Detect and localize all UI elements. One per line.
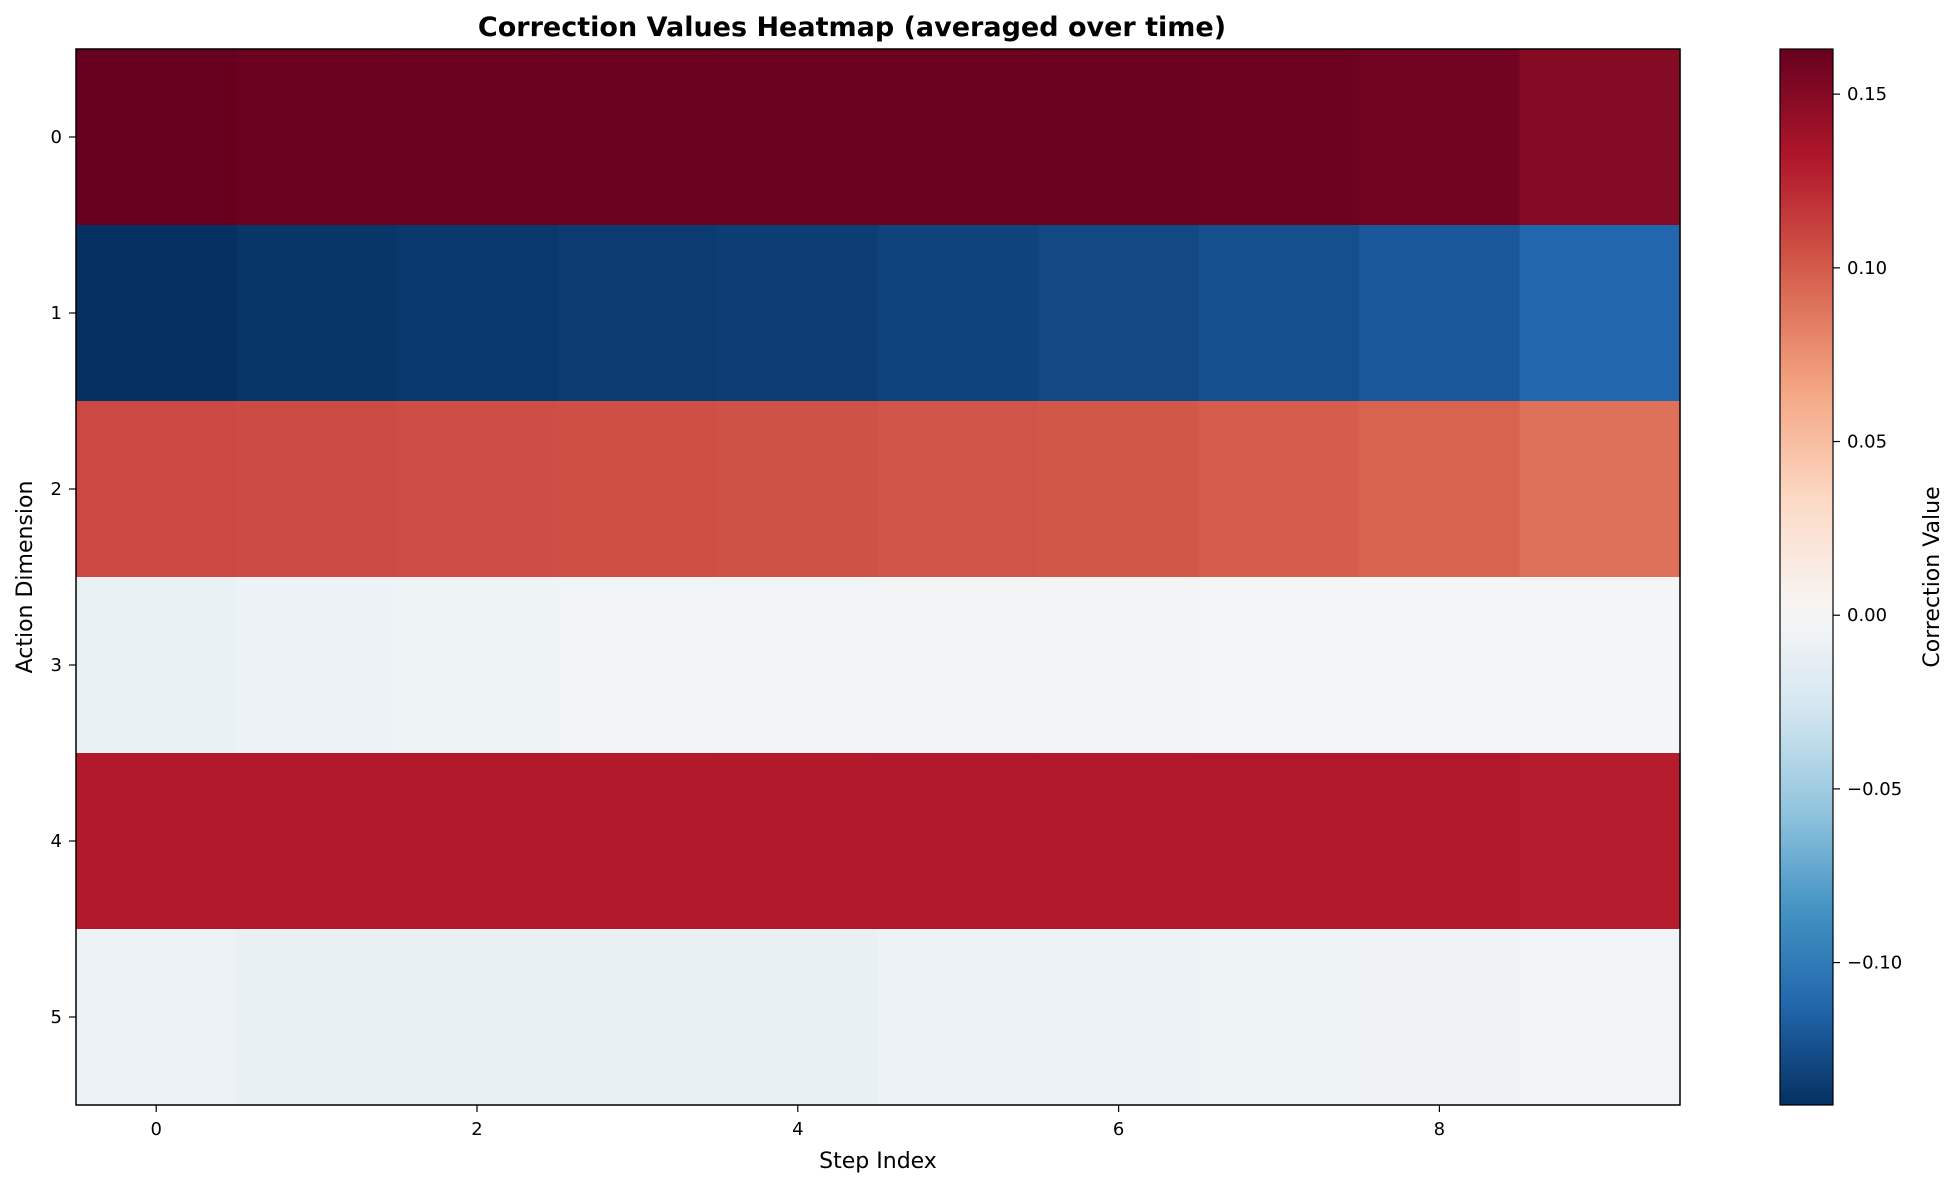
chart-title: Correction Values Heatmap (averaged over… bbox=[478, 12, 1226, 43]
heatmap-cell-r2-c3 bbox=[557, 401, 719, 578]
heatmap-cell-r1-c1 bbox=[236, 225, 398, 402]
heatmap-cell-r5-c8 bbox=[1359, 929, 1521, 1106]
colorbar-tick-label: 0.15 bbox=[1847, 84, 1887, 105]
heatmap-cell-r1-c2 bbox=[396, 225, 558, 402]
heatmap-cell-r4-c2 bbox=[396, 753, 558, 930]
heatmap-cell-r3-c1 bbox=[236, 577, 398, 754]
colorbar-ticks: 0.15 0.10 0.05 0.00 −0.05 −0.10 bbox=[1833, 84, 1902, 974]
heatmap-cell-r1-c0 bbox=[76, 225, 237, 402]
heatmap-cell-r1-c4 bbox=[717, 225, 879, 402]
y-tick-label: 2 bbox=[51, 479, 62, 500]
heatmap-cell-r5-c1 bbox=[236, 929, 398, 1106]
heatmap-cell-r0-c1 bbox=[236, 49, 398, 226]
heatmap-cell-r4-c7 bbox=[1198, 753, 1360, 930]
heatmap-cell-r2-c6 bbox=[1038, 401, 1200, 578]
x-axis-ticks: 0 2 4 6 8 bbox=[150, 1105, 1445, 1140]
x-axis-label: Step Index bbox=[819, 1149, 937, 1174]
y-tick-label: 5 bbox=[51, 1007, 62, 1028]
heatmap-cell-r4-c6 bbox=[1038, 753, 1200, 930]
heatmap-cell-r5-c0 bbox=[76, 929, 237, 1106]
heatmap-cell-r0-c3 bbox=[557, 49, 719, 226]
y-tick-label: 3 bbox=[51, 655, 62, 676]
heatmap-cell-r3-c0 bbox=[76, 577, 237, 754]
heatmap-cell-r5-c4 bbox=[717, 929, 879, 1106]
heatmap-cell-r3-c8 bbox=[1359, 577, 1521, 754]
heatmap-cell-r0-c5 bbox=[878, 49, 1039, 226]
heatmap-cell-r2-c4 bbox=[717, 401, 879, 578]
heatmap-cell-r3-c2 bbox=[396, 577, 558, 754]
heatmap-cell-r2-c7 bbox=[1198, 401, 1360, 578]
heatmap-cell-r4-c1 bbox=[236, 753, 398, 930]
heatmap-cells bbox=[76, 49, 1681, 1106]
heatmap-cell-r4-c0 bbox=[76, 753, 237, 930]
colorbar-frame bbox=[1779, 48, 1834, 1106]
heatmap-cell-r5-c5 bbox=[878, 929, 1039, 1106]
heatmap-cell-r5-c9 bbox=[1519, 929, 1681, 1106]
heatmap-cell-r2-c8 bbox=[1359, 401, 1521, 578]
heatmap-cell-r2-c2 bbox=[396, 401, 558, 578]
heatmap-cell-r2-c9 bbox=[1519, 401, 1681, 578]
heatmap-cell-r3-c3 bbox=[557, 577, 719, 754]
heatmap-cell-r4-c9 bbox=[1519, 753, 1681, 930]
heatmap-cell-r1-c3 bbox=[557, 225, 719, 402]
heatmap-cell-r1-c8 bbox=[1359, 225, 1521, 402]
heatmap-cell-r0-c8 bbox=[1359, 49, 1521, 226]
heatmap-cell-r2-c0 bbox=[76, 401, 237, 578]
heatmap-cell-r3-c9 bbox=[1519, 577, 1681, 754]
heatmap-cell-r4-c8 bbox=[1359, 753, 1521, 930]
heatmap-cell-r4-c3 bbox=[557, 753, 719, 930]
heatmap-cell-r2-c5 bbox=[878, 401, 1039, 578]
colorbar bbox=[1780, 49, 1833, 1105]
y-axis-ticks: 0 1 2 3 4 5 bbox=[51, 127, 76, 1028]
y-tick-label: 1 bbox=[51, 303, 62, 324]
heatmap-cell-r3-c6 bbox=[1038, 577, 1200, 754]
x-tick-label: 4 bbox=[792, 1119, 803, 1140]
heatmap-cell-r1-c6 bbox=[1038, 225, 1200, 402]
colorbar-tick-label: 0.00 bbox=[1847, 605, 1887, 626]
heatmap-cell-r3-c4 bbox=[717, 577, 879, 754]
colorbar-tick-label: −0.10 bbox=[1847, 953, 1902, 974]
heatmap-cell-r4-c5 bbox=[878, 753, 1039, 930]
heatmap-cell-r3-c5 bbox=[878, 577, 1039, 754]
colorbar-tick-label: 0.05 bbox=[1847, 432, 1887, 453]
heatmap-cell-r4-c4 bbox=[717, 753, 879, 930]
heatmap-cell-r5-c6 bbox=[1038, 929, 1200, 1106]
y-axis-label: Action Dimension bbox=[13, 481, 38, 674]
y-tick-label: 0 bbox=[51, 127, 62, 148]
y-tick-label: 4 bbox=[51, 831, 62, 852]
colorbar-tick-label: 0.10 bbox=[1847, 258, 1887, 279]
x-tick-label: 8 bbox=[1434, 1119, 1445, 1140]
heatmap-cell-r0-c9 bbox=[1519, 49, 1681, 226]
heatmap-cell-r0-c2 bbox=[396, 49, 558, 226]
heatmap-cell-r5-c3 bbox=[557, 929, 719, 1106]
x-tick-label: 6 bbox=[1113, 1119, 1124, 1140]
heatmap-cell-r0-c7 bbox=[1198, 49, 1360, 226]
heatmap-cell-r0-c6 bbox=[1038, 49, 1200, 226]
heatmap-cell-r1-c5 bbox=[878, 225, 1039, 402]
heatmap-cell-r0-c0 bbox=[76, 49, 237, 226]
heatmap-cell-r0-c4 bbox=[717, 49, 879, 226]
heatmap-cell-r1-c9 bbox=[1519, 225, 1681, 402]
colorbar-tick-label: −0.05 bbox=[1847, 779, 1902, 800]
heatmap-cell-r5-c2 bbox=[396, 929, 558, 1106]
heatmap-cell-r5-c7 bbox=[1198, 929, 1360, 1106]
x-tick-label: 2 bbox=[471, 1119, 482, 1140]
heatmap-cell-r3-c7 bbox=[1198, 577, 1360, 754]
colorbar-label: Correction Value bbox=[1920, 486, 1945, 667]
x-tick-label: 0 bbox=[150, 1119, 161, 1140]
heatmap-cell-r1-c7 bbox=[1198, 225, 1360, 402]
plot-frame bbox=[75, 48, 1681, 1106]
heatmap-cell-r2-c1 bbox=[236, 401, 398, 578]
